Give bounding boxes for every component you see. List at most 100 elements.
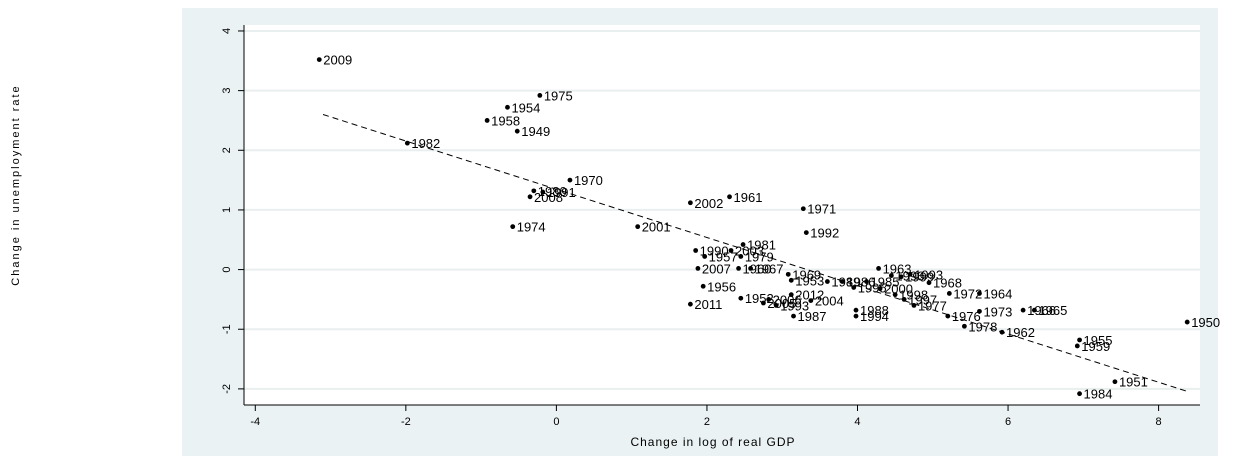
data-point — [505, 104, 510, 110]
data-point-label: 1980 — [538, 184, 567, 199]
data-point-label: 1981 — [747, 238, 776, 253]
data-point — [877, 286, 883, 292]
data-point — [977, 308, 982, 314]
data-point-label: 1954 — [511, 100, 540, 115]
x-tick-label: 4 — [854, 416, 860, 428]
x-tick-label: -2 — [401, 416, 411, 428]
data-point-label: 1977 — [918, 298, 947, 313]
data-point — [1074, 343, 1080, 349]
y-axis-title-container: Change in unemployment rate — [8, 40, 24, 330]
data-point — [748, 265, 754, 271]
data-point — [567, 177, 573, 183]
data-point-label: 1956 — [707, 279, 736, 294]
fit-line — [322, 114, 1189, 393]
data-point — [853, 307, 859, 313]
data-point-label: 1955 — [1084, 333, 1113, 348]
data-point — [892, 292, 898, 298]
data-point-label: 2001 — [642, 220, 671, 235]
data-point — [727, 194, 732, 200]
y-tick-label: 0 — [221, 267, 233, 273]
x-tick-label: 2 — [704, 416, 710, 428]
x-tick-label: 0 — [553, 416, 559, 428]
y-tick-label: -2 — [221, 384, 233, 394]
fit-line-group — [322, 114, 1189, 393]
data-point — [803, 230, 809, 235]
data-point — [404, 140, 410, 146]
data-point-label: 1982 — [411, 136, 440, 151]
data-point-label: 2008 — [534, 190, 563, 205]
data-point — [907, 271, 913, 277]
data-point — [510, 224, 516, 230]
data-point-label: 2011 — [694, 297, 722, 312]
data-point-label: 1968 — [933, 276, 962, 291]
data-point-label: 2000 — [884, 282, 913, 297]
data-point-label: 2012 — [795, 288, 824, 303]
y-tick-label: 3 — [221, 88, 233, 94]
data-point — [695, 265, 701, 271]
data-point — [1077, 391, 1082, 397]
data-point-label: 1969 — [792, 267, 821, 282]
y-tick-label: 1 — [221, 207, 233, 213]
data-point-label: 1950 — [1191, 315, 1220, 330]
data-point-label: 1962 — [1006, 325, 1035, 340]
x-tick-label: 6 — [1005, 416, 1011, 428]
data-point — [945, 313, 951, 319]
data-point-label: 1988 — [860, 303, 889, 318]
data-point — [766, 297, 772, 302]
data-point — [808, 298, 814, 304]
y-tick-label: -1 — [221, 324, 233, 334]
x-tick-label: 8 — [1156, 416, 1162, 428]
data-point-label: 1953 — [795, 273, 824, 288]
data-point — [824, 279, 830, 284]
y-axis-title: Change in unemployment rate — [10, 84, 22, 286]
data-point-label: 1991 — [547, 185, 576, 200]
data-point — [1020, 307, 1026, 313]
data-point — [700, 283, 706, 289]
data-point — [791, 313, 796, 319]
data-point-label: 1967 — [755, 261, 784, 276]
data-point-label: 1995 — [858, 280, 887, 295]
data-point-label: 1970 — [574, 173, 603, 188]
data-point-label: 1963 — [883, 261, 912, 276]
data-point — [740, 242, 746, 247]
data-point — [898, 274, 904, 280]
data-point — [876, 265, 881, 271]
axes: -2 -1 0 1 2 3 4 -4 -2 0 2 4 6 8 — [221, 25, 1200, 428]
data-point-label: 1979 — [745, 249, 774, 264]
data-point-label: 1990 — [700, 243, 729, 258]
data-point — [693, 248, 699, 253]
data-point — [687, 200, 693, 206]
data-point-label: 1985 — [871, 275, 900, 290]
data-point-label: 2007 — [702, 261, 731, 276]
data-point-label: 1978 — [968, 319, 997, 334]
data-point-label: 1976 — [952, 309, 981, 324]
data-point — [728, 248, 734, 253]
data-point-label: 1965 — [1038, 303, 1067, 318]
data-point — [864, 279, 869, 284]
data-point-label: 1960 — [743, 261, 772, 276]
data-point — [977, 291, 982, 296]
data-point — [738, 254, 744, 259]
data-point-label: 2009 — [323, 53, 352, 68]
x-tick-label: -4 — [250, 416, 260, 428]
data-point-label: 1966 — [1027, 303, 1056, 318]
data-point-label: 1972 — [953, 286, 982, 301]
data-point — [840, 279, 845, 284]
data-point — [531, 188, 537, 194]
data-point-label: 2004 — [815, 294, 844, 309]
data-point-label: 1975 — [544, 88, 573, 103]
data-point-label: 1951 — [1119, 375, 1148, 390]
data-point — [316, 57, 322, 62]
data-point — [687, 301, 693, 307]
data-point-label: 1994 — [860, 309, 889, 324]
data-point — [702, 254, 708, 259]
data-point-label: 1964 — [983, 286, 1012, 301]
data-point — [1112, 379, 1118, 385]
data-point-label: 1984 — [1084, 387, 1113, 402]
data-point-label: 1993 — [780, 298, 809, 313]
data-point — [901, 297, 907, 302]
data-point-label: 1959 — [1081, 339, 1110, 354]
data-point-label: 1952 — [745, 291, 774, 306]
x-axis-title: Change in log of real GDP — [630, 435, 795, 449]
